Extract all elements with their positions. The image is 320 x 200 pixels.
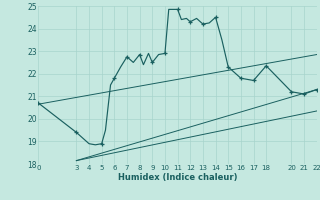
X-axis label: Humidex (Indice chaleur): Humidex (Indice chaleur) <box>118 173 237 182</box>
